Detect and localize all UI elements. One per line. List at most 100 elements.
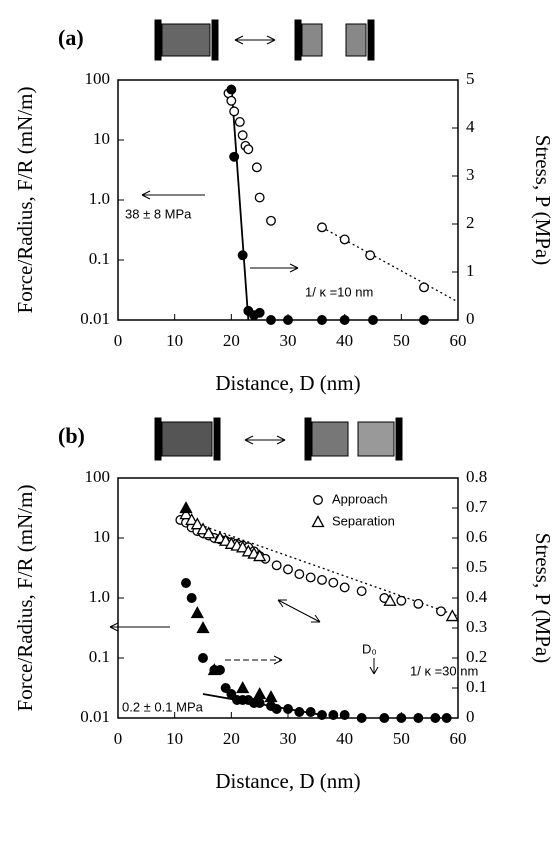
data-point <box>396 713 407 723</box>
data-point <box>190 517 204 530</box>
data-point <box>251 162 262 173</box>
y-axis-label: Force/Radius, F/R (mN/m) <box>13 485 37 712</box>
data-point <box>383 593 397 606</box>
x-tick-label: 20 <box>223 729 240 748</box>
annotation: 38 ± 8 MPa <box>125 206 192 221</box>
data-point <box>339 234 350 245</box>
data-point <box>413 713 424 723</box>
annotation: D₀ <box>362 641 377 656</box>
data-point <box>339 315 350 325</box>
data-point <box>253 687 267 700</box>
x-tick-label: 30 <box>280 729 297 748</box>
x-tick-label: 10 <box>166 331 183 350</box>
data-point <box>356 713 367 723</box>
y-tick-label: 10 <box>93 527 110 546</box>
data-point <box>229 151 240 162</box>
annotation: 1/ κ =10 nm <box>305 284 373 299</box>
data-point <box>283 704 293 714</box>
data-point <box>236 540 250 553</box>
data-point <box>419 315 429 325</box>
panel-label: (b) <box>58 423 85 448</box>
annotation: 1/ κ =30 nm <box>410 663 478 678</box>
y-tick-label: 0.01 <box>80 309 110 328</box>
y2-tick-label: 5 <box>466 69 475 88</box>
schematic-a <box>154 19 375 61</box>
arrows <box>109 190 379 675</box>
data-point <box>283 315 293 325</box>
y2-tick-label: 4 <box>466 117 475 136</box>
data-point <box>283 564 293 575</box>
y2-tick-label: 0.6 <box>466 527 487 546</box>
data-point <box>186 593 197 603</box>
x-axis-label: Distance, D (nm) <box>215 371 360 395</box>
data-point <box>317 574 327 585</box>
y-tick-label: 1.0 <box>89 587 110 606</box>
data-point <box>328 710 339 720</box>
data-point <box>365 250 376 261</box>
data-point <box>271 560 282 571</box>
y-tick-label: 10 <box>93 129 110 148</box>
y2-tick-label: 0.1 <box>466 677 487 696</box>
data-point <box>419 282 429 293</box>
data-point <box>413 598 424 609</box>
fit-line <box>185 519 459 617</box>
schematic-b <box>154 417 403 461</box>
data-point <box>271 704 282 714</box>
legend-marker <box>311 515 325 528</box>
y2-tick-label: 0.2 <box>466 647 487 666</box>
data-point <box>237 250 248 261</box>
y2-tick-label: 0 <box>466 309 475 328</box>
data-point <box>396 595 407 606</box>
data-point <box>254 192 265 203</box>
data-point <box>254 698 265 708</box>
data-point <box>220 683 231 693</box>
y2-tick-label: 0.7 <box>466 497 488 516</box>
y-tick-label: 1.0 <box>89 189 110 208</box>
fit-line <box>230 84 250 321</box>
y2-axis-label: Stress, P (MPa) <box>531 135 555 265</box>
panel-label: (a) <box>58 25 84 50</box>
x-tick-label: 50 <box>393 729 410 748</box>
y-axis-label: Force/Radius, F/R (mN/m) <box>13 87 37 314</box>
data-point <box>339 582 350 593</box>
data-point <box>254 307 265 318</box>
x-axis-label: Distance, D (nm) <box>215 769 360 793</box>
x-tick-label: 60 <box>450 729 467 748</box>
data-point <box>181 578 191 588</box>
x-tick-label: 10 <box>166 729 183 748</box>
data-point <box>179 501 193 514</box>
data-point <box>236 681 250 694</box>
y2-tick-label: 2 <box>466 213 475 232</box>
legend-label: Separation <box>332 513 395 528</box>
data-point <box>207 663 221 676</box>
data-point <box>234 116 245 127</box>
data-point <box>305 707 316 717</box>
data-point <box>317 315 327 325</box>
y-tick-label: 100 <box>85 69 111 88</box>
data-point <box>368 315 378 325</box>
data-point <box>226 689 237 699</box>
data-point <box>196 522 210 535</box>
data-point <box>379 713 390 723</box>
data-point <box>226 95 237 106</box>
data-point <box>328 577 339 588</box>
data-point <box>196 621 210 634</box>
plot-frame <box>117 477 459 719</box>
data-point <box>436 606 446 617</box>
y2-tick-label: 0 <box>466 707 475 726</box>
y-tick-label: 0.1 <box>89 647 110 666</box>
data-point <box>294 707 305 717</box>
plot-frame <box>117 79 459 321</box>
x-tick-label: 30 <box>280 331 297 350</box>
legend-marker <box>313 495 323 505</box>
x-tick-label: 20 <box>223 331 240 350</box>
data-point <box>202 526 216 539</box>
data-point <box>237 130 248 141</box>
data-point <box>179 507 193 520</box>
y2-tick-label: 0.8 <box>466 467 487 486</box>
data-point <box>317 710 327 720</box>
data-point <box>339 710 350 720</box>
data-point <box>190 606 204 619</box>
